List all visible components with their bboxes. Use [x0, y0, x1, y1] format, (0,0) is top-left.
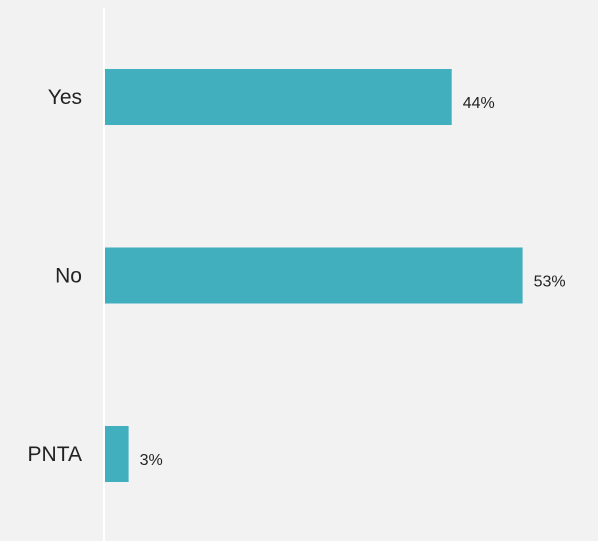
bar-pnta — [105, 426, 129, 482]
value-label-no: 53% — [534, 274, 566, 291]
value-label-yes: 44% — [463, 95, 495, 112]
category-label-no: No — [55, 265, 82, 288]
category-label-pnta: PNTA — [28, 443, 82, 466]
labels-group: Yes 44% No 53% PNTA 3% — [28, 86, 566, 469]
category-label-yes: Yes — [48, 86, 82, 109]
bar-yes — [105, 69, 452, 125]
bar-no — [105, 247, 523, 304]
value-label-pnta: 3% — [140, 452, 163, 469]
bars-group — [105, 69, 523, 482]
